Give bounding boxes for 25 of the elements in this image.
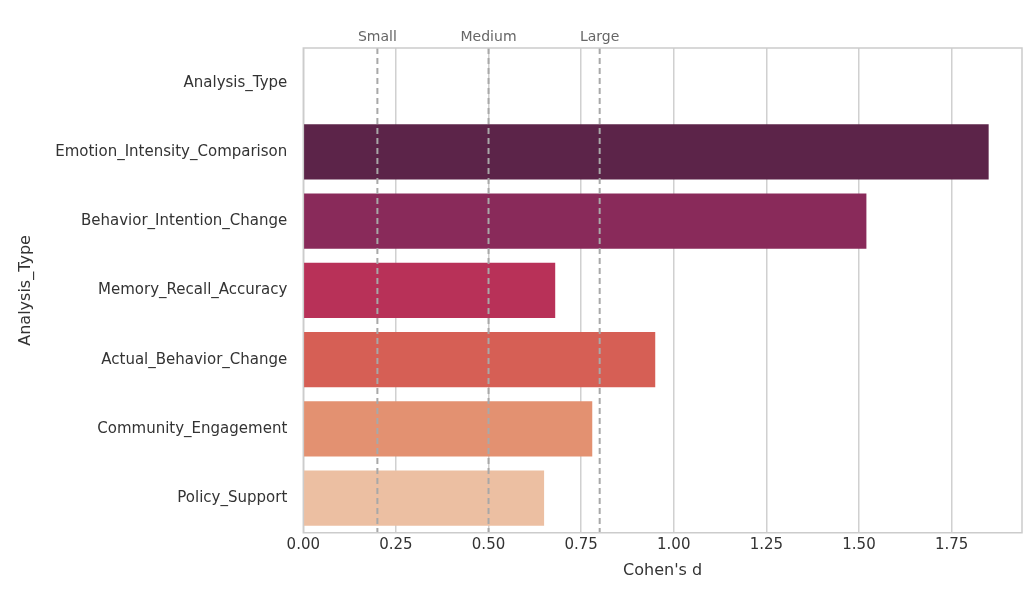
ref-line-label: Large — [579, 27, 620, 44]
ref-line-label: Small — [357, 27, 397, 44]
y-tick-label: Community_Engagement — [97, 418, 288, 438]
y-tick-label: Memory_Recall_Accuracy — [98, 280, 288, 300]
y-tick-label: Actual_Behavior_Change — [101, 349, 288, 369]
x-tick-label: 0.75 — [564, 534, 598, 553]
bar — [304, 193, 867, 249]
bar — [304, 124, 989, 180]
x-tick-label: 1.75 — [934, 534, 969, 553]
bar — [304, 470, 545, 526]
x-axis-title: Cohen's d — [623, 559, 703, 579]
y-tick-label: Emotion_Intensity_Comparison — [55, 141, 288, 161]
x-tick-label: 0.25 — [379, 534, 413, 553]
ref-line-label: Medium — [460, 27, 517, 44]
y-tick-label: Policy_Support — [177, 488, 288, 508]
x-tick-label: 1.25 — [749, 534, 784, 553]
bar — [304, 331, 656, 388]
y-tick-label: Behavior_Intention_Change — [80, 211, 288, 231]
x-tick-label: 0.50 — [471, 534, 506, 553]
y-tick-label: Analysis_Type — [183, 72, 288, 92]
x-tick-label: 0.00 — [286, 534, 320, 553]
x-tick-label: 1.50 — [842, 534, 876, 553]
x-tick-label: 1.00 — [657, 534, 691, 553]
bar — [304, 401, 593, 457]
bar — [304, 262, 556, 319]
